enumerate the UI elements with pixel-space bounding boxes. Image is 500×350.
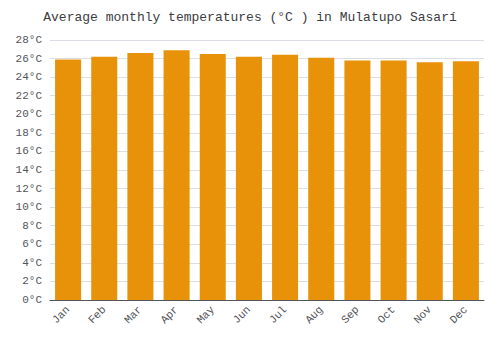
svg-text:Jun: Jun [231, 304, 253, 326]
svg-text:22°C: 22°C [16, 90, 43, 102]
svg-text:24°C: 24°C [16, 71, 43, 83]
svg-text:12°C: 12°C [16, 183, 43, 195]
svg-text:Mar: Mar [122, 304, 144, 326]
svg-text:Sep: Sep [339, 304, 361, 326]
svg-text:18°C: 18°C [16, 127, 43, 139]
svg-text:14°C: 14°C [16, 164, 43, 176]
svg-text:Average monthly temperatures (: Average monthly temperatures (°C ) in Mu… [43, 10, 457, 25]
svg-text:16°C: 16°C [16, 145, 43, 157]
svg-text:8°C: 8°C [22, 220, 42, 232]
svg-text:Dec: Dec [448, 304, 470, 326]
svg-text:Jan: Jan [50, 304, 72, 326]
svg-text:Feb: Feb [86, 304, 108, 326]
svg-text:26°C: 26°C [16, 53, 43, 65]
svg-text:Nov: Nov [412, 303, 435, 326]
svg-text:May: May [195, 303, 218, 326]
svg-text:10°C: 10°C [16, 201, 43, 213]
svg-text:Oct: Oct [375, 304, 397, 326]
svg-text:0°C: 0°C [22, 294, 42, 306]
svg-text:Apr: Apr [158, 304, 180, 326]
svg-text:Aug: Aug [303, 304, 325, 326]
svg-text:2°C: 2°C [22, 275, 42, 287]
svg-text:4°C: 4°C [22, 257, 42, 269]
svg-text:20°C: 20°C [16, 108, 43, 120]
svg-text:28°C: 28°C [16, 34, 43, 46]
svg-text:6°C: 6°C [22, 238, 42, 250]
svg-text:Jul: Jul [267, 304, 289, 326]
